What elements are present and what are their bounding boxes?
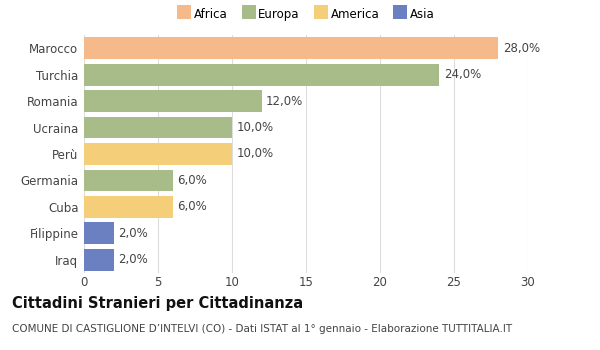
Bar	[84, 196, 173, 218]
Bar	[84, 143, 232, 165]
Text: COMUNE DI CASTIGLIONE D’INTELVI (CO) - Dati ISTAT al 1° gennaio - Elaborazione T: COMUNE DI CASTIGLIONE D’INTELVI (CO) - D…	[12, 324, 512, 334]
Text: 10,0%: 10,0%	[236, 147, 274, 161]
Text: Cittadini Stranieri per Cittadinanza: Cittadini Stranieri per Cittadinanza	[12, 296, 303, 311]
Bar	[84, 170, 173, 191]
Text: 10,0%: 10,0%	[236, 121, 274, 134]
Text: 28,0%: 28,0%	[503, 42, 540, 55]
Text: 12,0%: 12,0%	[266, 94, 303, 107]
Legend: Africa, Europa, America, Asia: Africa, Europa, America, Asia	[174, 4, 438, 25]
Bar	[84, 37, 499, 59]
Bar	[84, 249, 113, 271]
Bar	[84, 64, 439, 85]
Text: 6,0%: 6,0%	[177, 201, 207, 214]
Bar	[84, 223, 113, 244]
Text: 6,0%: 6,0%	[177, 174, 207, 187]
Text: 24,0%: 24,0%	[443, 68, 481, 81]
Text: 2,0%: 2,0%	[118, 227, 148, 240]
Bar	[84, 90, 262, 112]
Bar	[84, 117, 232, 138]
Text: 2,0%: 2,0%	[118, 253, 148, 266]
